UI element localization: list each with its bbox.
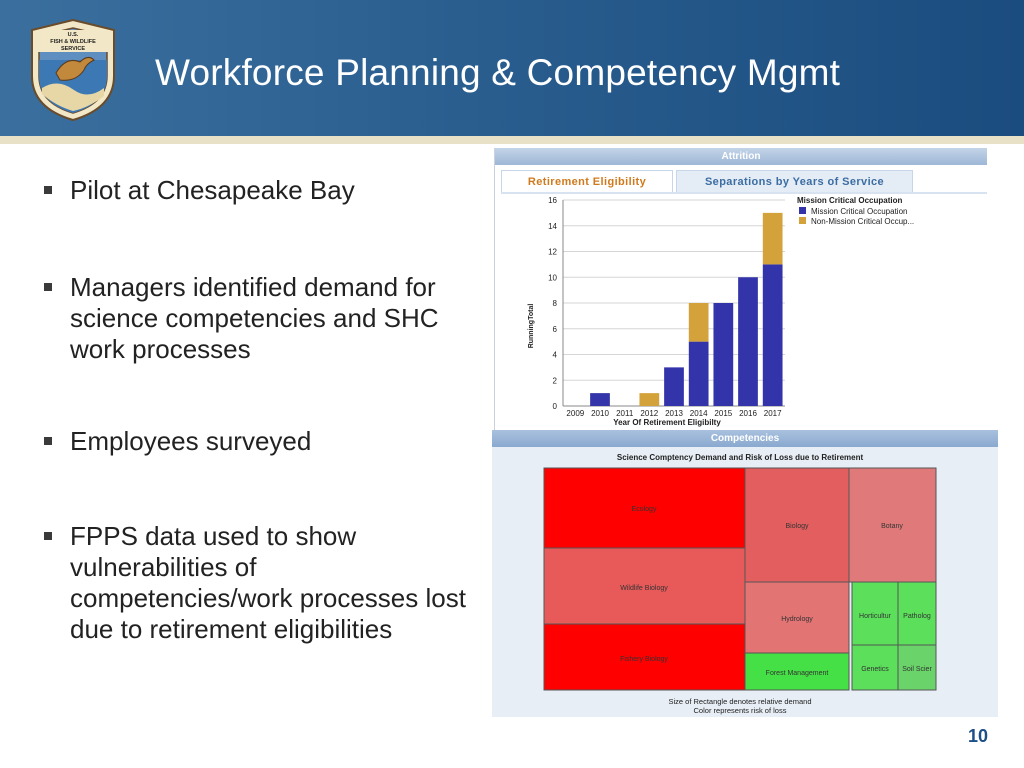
treemap-cell-wildlife-biology[interactable] xyxy=(543,547,746,625)
competency-treemap: Science Comptency Demand and Risk of Los… xyxy=(543,453,937,715)
x-tick-label: 2016 xyxy=(739,409,757,418)
bar-2014-non-mission-critical-occup- xyxy=(688,303,709,342)
tab-retirement-eligibility[interactable]: Retirement Eligibility xyxy=(501,170,673,193)
y-tick-label: 14 xyxy=(548,222,557,231)
bar-2017-non-mission-critical-occup- xyxy=(762,212,783,265)
page-number: 10 xyxy=(968,726,989,746)
legend-title: Mission Critical Occupation xyxy=(797,196,902,205)
treemap-label: Hydrology xyxy=(781,616,813,623)
x-tick-label: 2015 xyxy=(714,409,732,418)
retirement-eligibility-chart: 0 2 4 6 8 10 12 14 16 2009 2010 2011 2012 2013 2014 20… xyxy=(528,196,914,427)
x-tick-label: 2014 xyxy=(690,409,708,418)
bar-2016-mission-critical-occupation xyxy=(738,277,758,406)
competencies-header: Competencies xyxy=(492,430,998,447)
x-tick-label: 2010 xyxy=(591,409,609,418)
x-tick-label: 2009 xyxy=(566,409,584,418)
header-divider xyxy=(0,136,1024,144)
slide-title: Workforce Planning & Competency Mgmt xyxy=(155,52,841,93)
y-tick-label: 4 xyxy=(553,351,558,360)
treemap-label: Forest Management xyxy=(766,670,829,677)
y-tick-label: 6 xyxy=(553,325,558,334)
legend-label-non-mission: Non-Mission Critical Occup... xyxy=(811,217,914,226)
treemap-cell-fishery-biology[interactable] xyxy=(543,623,746,691)
treemap-cell-forest-management[interactable] xyxy=(744,652,850,691)
legend-swatch-mission xyxy=(799,207,806,214)
competencies-panel: Competencies Science Comptency Demand an… xyxy=(492,430,998,717)
bullet-text: FPPS data used to show vulnerabilities o… xyxy=(70,521,466,644)
bullet-text: Employees surveyed xyxy=(70,426,312,456)
treemap-cell-hydrology[interactable] xyxy=(744,581,850,654)
tab-separations-by-years[interactable]: Separations by Years of Service xyxy=(676,170,913,193)
treemap-label: Ecology xyxy=(632,506,657,513)
y-axis-label: RunningTotal xyxy=(528,304,535,349)
legend-swatch-non-mission xyxy=(799,217,806,224)
logo-text-us: U.S. xyxy=(68,32,79,38)
logo-text-service: SERVICE xyxy=(61,46,85,52)
x-tick-label: 2013 xyxy=(665,409,683,418)
treemap-label: Biology xyxy=(786,523,809,530)
treemap-label: Horticultur xyxy=(859,613,892,620)
y-tick-label: 0 xyxy=(553,402,558,411)
x-tick-label: 2011 xyxy=(616,409,634,418)
x-tick-label: 2012 xyxy=(640,409,658,418)
bullet-marker xyxy=(44,186,52,194)
bar-2013-mission-critical-occupation xyxy=(664,367,684,406)
tab-underline xyxy=(501,192,987,194)
bullet-marker xyxy=(44,283,52,291)
treemap-label: Wildlife Biology xyxy=(620,585,668,592)
bullet-marker xyxy=(44,532,52,540)
treemap-cell-horticulture[interactable] xyxy=(851,581,899,646)
treemap-footnote-size: Size of Rectangle denotes relative deman… xyxy=(668,697,811,706)
x-tick-label: 2017 xyxy=(764,409,782,418)
bullet-marker xyxy=(44,437,52,445)
treemap-title: Science Comptency Demand and Risk of Los… xyxy=(617,453,864,462)
treemap-label: Fishery Biology xyxy=(620,656,668,663)
logo-text-fish-wildlife: FISH & WILDLIFE xyxy=(50,39,96,45)
bullet-text: Pilot at Chesapeake Bay xyxy=(70,175,355,205)
y-tick-label: 16 xyxy=(548,196,557,205)
y-tick-label: 12 xyxy=(548,248,557,257)
bar-2017-mission-critical-occupation xyxy=(762,264,783,406)
y-tick-label: 2 xyxy=(553,376,558,385)
bar-2014-mission-critical-occupation xyxy=(688,341,709,406)
treemap-cell-pathology[interactable] xyxy=(897,581,937,646)
bar-2012-non-mission-critical-occup- xyxy=(639,393,660,406)
treemap-cell-soil-science[interactable] xyxy=(897,644,937,691)
fws-shield-logo: U.S. FISH & WILDLIFE SERVICE xyxy=(31,18,115,122)
y-tick-label: 10 xyxy=(548,273,557,282)
attrition-panel: Attrition Retirement Eligibility Separat… xyxy=(494,148,987,432)
treemap-cell-botany[interactable] xyxy=(848,467,937,583)
y-tick-label: 8 xyxy=(553,299,558,308)
treemap-label: Patholog xyxy=(903,613,931,620)
bar-2015-mission-critical-occupation xyxy=(713,303,734,406)
treemap-cell-genetics[interactable] xyxy=(851,644,899,691)
treemap-label: Soil Scier xyxy=(902,666,932,673)
slide-header: U.S. FISH & WILDLIFE SERVICE Workforce P… xyxy=(0,0,1024,136)
treemap-cell-biology[interactable] xyxy=(744,467,850,583)
bullet-text: Managers identified demand for science c… xyxy=(70,272,439,364)
treemap-label: Botany xyxy=(881,523,903,530)
treemap-label: Genetics xyxy=(861,666,889,673)
treemap-footnote-color: Color represents risk of loss xyxy=(694,706,787,715)
attrition-header: Attrition xyxy=(495,148,987,165)
bar-2010-mission-critical-occupation xyxy=(590,393,610,406)
x-axis-label: Year Of Retirement Eligibilty xyxy=(613,418,721,427)
legend-label-mission: Mission Critical Occupation xyxy=(811,207,907,216)
